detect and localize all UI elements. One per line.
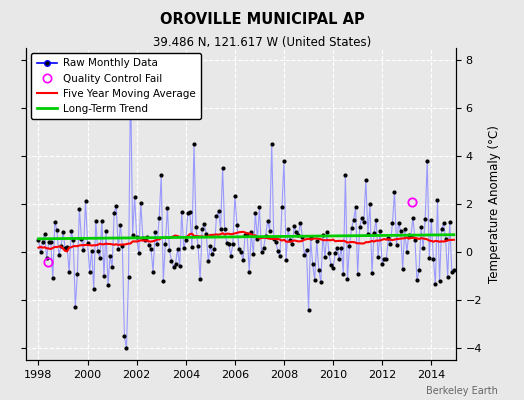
Text: Berkeley Earth: Berkeley Earth [426, 386, 498, 396]
Text: OROVILLE MUNICIPAL AP: OROVILLE MUNICIPAL AP [160, 12, 364, 27]
Y-axis label: Temperature Anomaly (°C): Temperature Anomaly (°C) [488, 125, 500, 283]
Text: 39.486 N, 121.617 W (United States): 39.486 N, 121.617 W (United States) [153, 36, 371, 49]
Legend: Raw Monthly Data, Quality Control Fail, Five Year Moving Average, Long-Term Tren: Raw Monthly Data, Quality Control Fail, … [31, 53, 201, 119]
